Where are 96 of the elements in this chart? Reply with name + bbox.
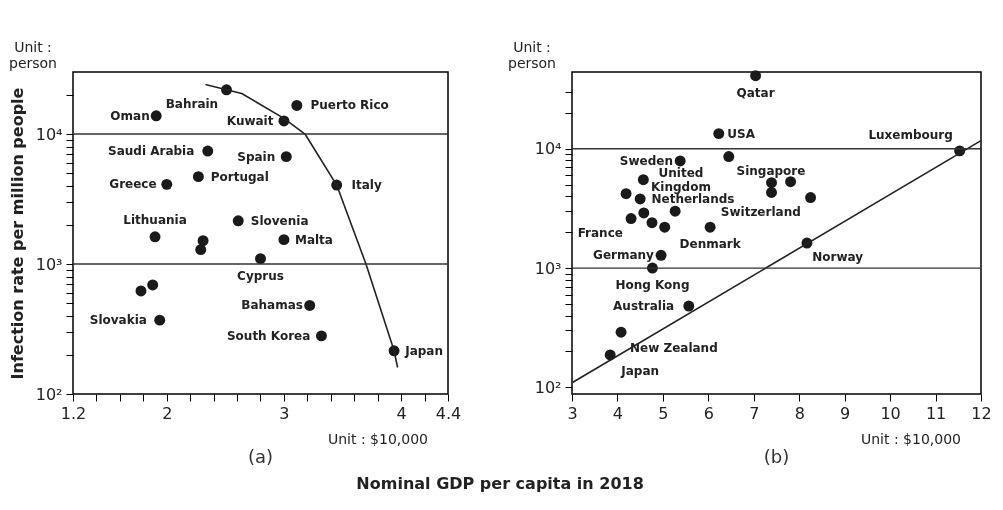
point xyxy=(195,244,207,256)
annotation: Malta xyxy=(294,232,333,247)
point xyxy=(161,178,173,190)
annotation: Singapore xyxy=(736,163,806,178)
annotation: Greece xyxy=(109,177,157,192)
annotation: Oman xyxy=(110,108,150,123)
x-tick-label: 4 xyxy=(612,403,624,423)
point xyxy=(659,221,671,233)
annotation: New Zealand xyxy=(630,341,718,356)
x-tick-label: 6 xyxy=(703,403,714,423)
y-tick-label: 10³ xyxy=(534,258,562,278)
annotation: Italy xyxy=(351,178,382,193)
point xyxy=(655,249,667,261)
point xyxy=(154,314,166,326)
annotation: Australia xyxy=(613,299,675,314)
point xyxy=(637,174,649,186)
point xyxy=(315,330,327,342)
point xyxy=(202,145,214,157)
annotation: Hong Kong xyxy=(615,278,690,293)
point xyxy=(620,188,632,200)
annotation: Portugal xyxy=(210,169,269,184)
annotation: Germany xyxy=(593,248,655,263)
y-axis-title: Infection rate per million people xyxy=(7,87,27,380)
point xyxy=(304,299,316,311)
point xyxy=(149,231,161,243)
annotation: United Kingdom xyxy=(651,165,711,194)
x-tick-label: 11 xyxy=(925,403,947,423)
x-tick-label: 10 xyxy=(880,403,901,423)
point xyxy=(232,215,244,227)
annotation: Bahamas xyxy=(241,298,303,313)
point xyxy=(766,187,777,198)
text: (b) xyxy=(763,446,790,467)
annotation: Switzerland xyxy=(720,204,801,219)
x-tick-label: 4.4 xyxy=(435,403,462,423)
point xyxy=(291,99,303,111)
y-tick-label: 10² xyxy=(534,377,562,397)
point xyxy=(723,151,735,163)
point xyxy=(150,110,162,122)
point xyxy=(766,177,777,189)
annotation: USA xyxy=(727,126,756,141)
annotation: Qatar xyxy=(736,85,775,100)
x-tick-label: 3 xyxy=(567,403,578,423)
annotation: Norway xyxy=(812,250,864,265)
point xyxy=(625,213,637,225)
point xyxy=(683,300,695,312)
annotation: France xyxy=(577,225,623,240)
point xyxy=(135,285,147,297)
y-tick-label: 10² xyxy=(35,384,63,404)
point xyxy=(713,128,725,140)
annotation: Japan xyxy=(620,363,660,378)
y-tick-label: 10⁴ xyxy=(35,124,63,144)
point xyxy=(805,192,817,204)
annotation: Slovenia xyxy=(250,213,309,228)
point xyxy=(669,205,681,217)
annotation: Lithuania xyxy=(123,212,187,227)
x-tick-label: 2 xyxy=(162,403,173,423)
point xyxy=(280,151,292,163)
text: Unit : person xyxy=(508,39,556,71)
annotation: Puerto Rico xyxy=(310,98,389,113)
point xyxy=(638,207,650,219)
x-tick-label: 1.2 xyxy=(60,403,87,423)
annotation: Spain xyxy=(237,149,276,164)
annotation: Sweden xyxy=(619,153,673,168)
x-tick-label: 4 xyxy=(396,403,407,423)
annotation: Luxembourg xyxy=(868,127,953,142)
text: Unit : $10,000 xyxy=(327,431,429,447)
x-tick-label: 12 xyxy=(971,403,992,423)
text: (a) xyxy=(247,446,274,467)
point xyxy=(646,217,658,229)
annotation: Cyprus xyxy=(237,268,284,283)
x-tick-label: 3 xyxy=(279,403,290,423)
x-tick-label: 9 xyxy=(840,403,851,423)
text: Unit : $10,000 xyxy=(860,431,962,447)
point xyxy=(615,326,627,338)
annotation: Slovakia xyxy=(89,313,147,328)
annotation: Denmark xyxy=(679,237,742,252)
x-tick-label: 8 xyxy=(794,403,805,423)
x-axis-title: Nominal GDP per capita in 2018 xyxy=(356,473,644,493)
point xyxy=(704,221,716,233)
annotation: Bahrain xyxy=(165,96,219,111)
annotation: Saudi Arabia xyxy=(108,144,195,159)
point xyxy=(147,279,159,291)
point xyxy=(255,253,266,265)
x-tick-label: 5 xyxy=(658,403,669,423)
point xyxy=(634,193,646,205)
annotation: South Korea xyxy=(226,328,311,343)
text: Unit : person xyxy=(9,39,57,71)
y-tick-label: 10⁴ xyxy=(534,139,562,159)
annotation: Japan xyxy=(404,343,443,358)
y-tick-label: 10³ xyxy=(35,254,63,274)
annotation: Kuwait xyxy=(226,113,274,128)
point xyxy=(750,70,762,82)
point xyxy=(278,234,290,246)
point xyxy=(192,171,204,183)
x-tick-label: 7 xyxy=(749,403,760,423)
point xyxy=(674,155,686,167)
